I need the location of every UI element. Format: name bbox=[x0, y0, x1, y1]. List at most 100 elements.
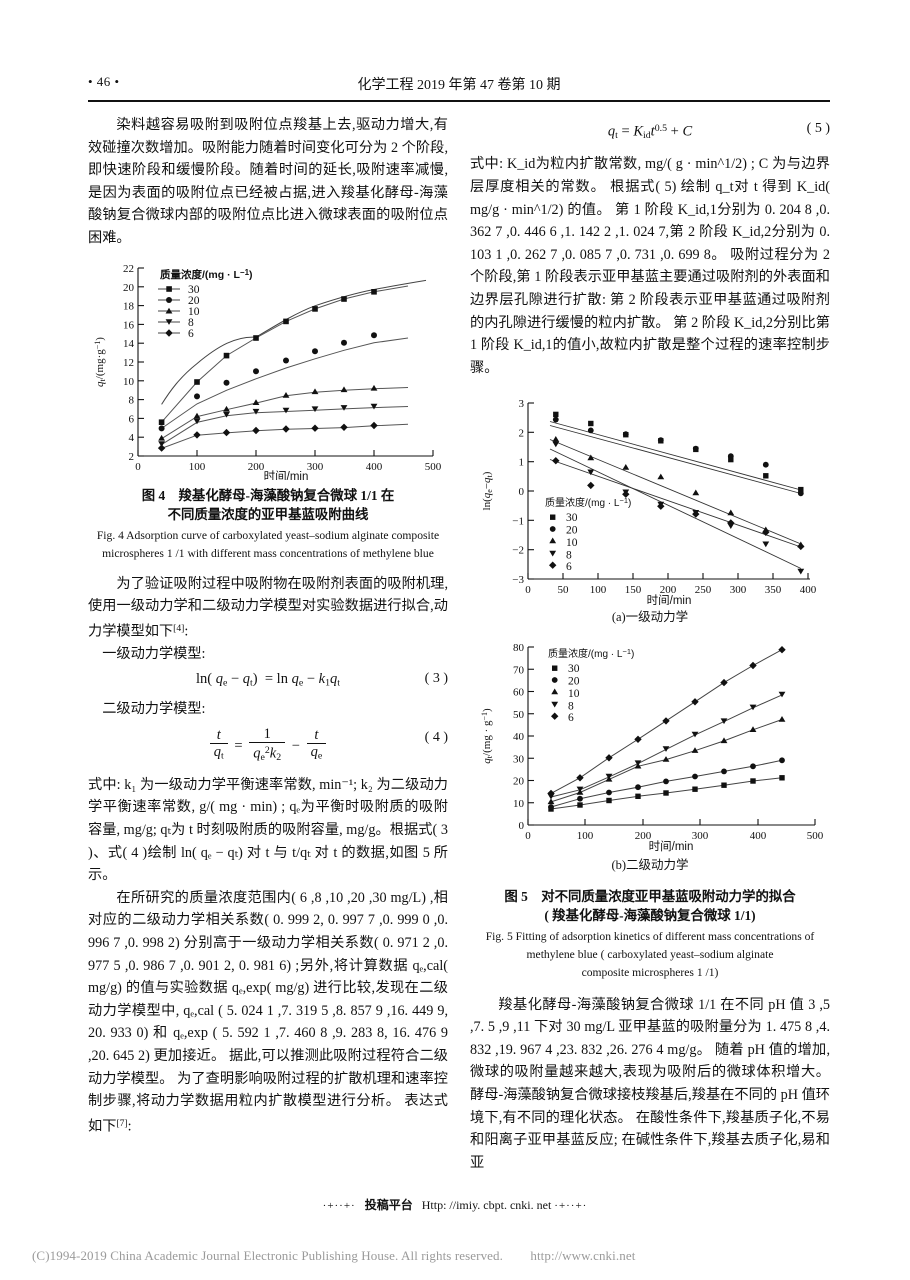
fig5-cap-line2: ( 羧基化酵母-海藻酸钠复合微球 1/1) bbox=[544, 907, 756, 923]
svg-text:10: 10 bbox=[188, 306, 200, 318]
svg-text:350: 350 bbox=[765, 584, 782, 596]
footer-submission-label: 投稿平台 bbox=[364, 1198, 413, 1212]
svg-text:100: 100 bbox=[189, 461, 206, 473]
svg-text:30: 30 bbox=[566, 512, 578, 524]
figure-4-chart: 0 100 200 300 400 500 2 4 6 8 10 12 bbox=[88, 258, 448, 480]
fig5b-markers-6 bbox=[547, 646, 786, 798]
svg-text:8: 8 bbox=[568, 701, 574, 713]
figure-5: 0 50 100 150 200 250 300 350 400 −3 −2 −… bbox=[470, 391, 830, 981]
svg-text:0: 0 bbox=[525, 830, 531, 842]
copyright-text: (C)1994-2019 China Academic Journal Elec… bbox=[32, 1248, 503, 1263]
svg-text:20: 20 bbox=[513, 776, 525, 788]
fig5b-markers-20 bbox=[548, 757, 785, 810]
left-para-1: 染料越容易吸附到吸附位点羧基上去,驱动力增大,有效碰撞次数增加。吸附能力随着时间… bbox=[88, 117, 448, 246]
svg-text:50: 50 bbox=[513, 709, 525, 721]
left-para-4-ref: [7] bbox=[116, 1117, 128, 1129]
svg-text:14: 14 bbox=[123, 338, 135, 350]
svg-text:20: 20 bbox=[123, 281, 135, 293]
fig5-capen-line3: composite microspheres 1 /1) bbox=[581, 965, 719, 979]
equation-4: t qt = 1 qe2k2 − t qe ( 4 ) bbox=[88, 726, 448, 766]
svg-text:0: 0 bbox=[519, 486, 525, 498]
svg-text:100: 100 bbox=[577, 830, 594, 842]
fig4-xlabel: 时间/min bbox=[264, 470, 309, 480]
header-rule bbox=[88, 100, 830, 102]
svg-text:80: 80 bbox=[513, 642, 525, 654]
svg-text:150: 150 bbox=[625, 584, 642, 596]
svg-text:16: 16 bbox=[123, 319, 135, 331]
fig5b-xlabel: 时间/min bbox=[649, 840, 694, 853]
svg-text:400: 400 bbox=[750, 830, 767, 842]
fig4-legend-title: 质量浓度/(mg · L−1) bbox=[160, 268, 253, 281]
svg-text:18: 18 bbox=[123, 300, 135, 312]
figure-4-caption-cn: 图 4 羧基化酵母-海藻酸钠复合微球 1/1 在 不同质量浓度的亚甲基蓝吸附曲线 bbox=[88, 486, 448, 524]
fig5b-legend-title: 质量浓度/(mg · L−1) bbox=[548, 647, 634, 660]
svg-text:−1: −1 bbox=[512, 516, 524, 528]
footer-url[interactable]: Http: //imiy. cbpt. cnki. net bbox=[421, 1198, 552, 1212]
svg-text:2: 2 bbox=[519, 428, 525, 440]
svg-text:−2: −2 bbox=[512, 545, 524, 557]
fig5a-xlabel: 时间/min bbox=[647, 594, 692, 605]
left-para-4-text: 在所研究的质量浓度范围内( 6 ,8 ,10 ,20 ,30 mg/L) ,相对… bbox=[88, 889, 448, 1135]
svg-text:20: 20 bbox=[566, 525, 578, 537]
fig4-legend: 质量浓度/(mg · L−1) bbox=[158, 268, 253, 340]
fig5a-fit-lines bbox=[549, 421, 802, 570]
svg-text:70: 70 bbox=[513, 664, 525, 676]
fig5a-markers-20 bbox=[552, 417, 804, 497]
footer-dots-right: ·+··+· bbox=[554, 1200, 588, 1212]
fig4-markers-6 bbox=[157, 421, 378, 452]
left-para-2-text: 为了验证吸附过程中吸附物在吸附剂表面的吸附机理,使用一级动力学和二级动力学模型对… bbox=[88, 575, 448, 640]
page-header: • 46 • 化学工程 2019 年第 47 卷第 10 期 bbox=[88, 74, 830, 100]
fig4-ylabel: qt/(mg·g−1) bbox=[93, 336, 107, 386]
equation-3-body: ln( qe − qt) = ln qe − k1qt bbox=[195, 671, 340, 689]
fig5-capen-line2: methylene blue ( carboxylated yeast–sodi… bbox=[526, 947, 774, 961]
fig5b-ylabel: qt/(mg · g−1) bbox=[480, 708, 494, 764]
label-first-order-model: 一级动力学模型: bbox=[102, 645, 206, 662]
svg-text:200: 200 bbox=[635, 830, 652, 842]
left-para-2-ref: [4] bbox=[173, 622, 185, 634]
fig5a-legend: 质量浓度/(mg · L−1) 30 20 10 8 6 bbox=[545, 496, 631, 573]
svg-text:3: 3 bbox=[519, 398, 525, 410]
fig4-svg: 0 100 200 300 400 500 2 4 6 8 10 12 bbox=[93, 263, 442, 480]
fig4-cap-line1: 图 4 羧基化酵母-海藻酸钠复合微球 1/1 在 bbox=[141, 487, 395, 503]
right-para-2: 羧基化酵母-海藻酸钠复合微球 1/1 在不同 pH 值 3 ,5 ,7. 5 ,… bbox=[470, 996, 830, 1171]
label-second-order-model: 二级动力学模型: bbox=[102, 701, 206, 718]
svg-text:30: 30 bbox=[188, 284, 200, 296]
svg-text:20: 20 bbox=[188, 295, 200, 307]
fig4-markers-30 bbox=[158, 288, 377, 425]
svg-text:250: 250 bbox=[695, 584, 712, 596]
fig4-markers-20 bbox=[158, 331, 377, 431]
svg-text:300: 300 bbox=[730, 584, 747, 596]
svg-text:8: 8 bbox=[129, 394, 135, 406]
svg-text:4: 4 bbox=[129, 432, 135, 444]
svg-text:0: 0 bbox=[135, 461, 141, 473]
svg-text:40: 40 bbox=[513, 731, 525, 743]
figure-4: 0 100 200 300 400 500 2 4 6 8 10 12 bbox=[88, 258, 448, 563]
svg-text:500: 500 bbox=[807, 830, 824, 842]
fig5-capen-line1: Fig. 5 Fitting of adsorption kinetics of… bbox=[485, 929, 815, 943]
right-para-1: 式中: K_id为粒内扩散常数, mg/( g · min^1/2) ; C 为… bbox=[470, 156, 830, 376]
copyright-url[interactable]: http://www.cnki.net bbox=[530, 1248, 636, 1263]
svg-text:10: 10 bbox=[513, 798, 525, 810]
svg-text:8: 8 bbox=[566, 550, 572, 562]
svg-text:6: 6 bbox=[566, 561, 572, 573]
right-column: qt = Kidt0.5 + C ( 5 ) 式中: K_id为粒内扩散常数, … bbox=[470, 114, 830, 1174]
equation-5-number: ( 5 ) bbox=[806, 121, 830, 136]
fig4-cap-line2: 不同质量浓度的亚甲基蓝吸附曲线 bbox=[167, 506, 369, 522]
svg-text:400: 400 bbox=[366, 461, 383, 473]
svg-text:−3: −3 bbox=[512, 574, 524, 586]
svg-text:6: 6 bbox=[568, 712, 574, 724]
figure-5b-chart: 0 100 200 300 400 500 0 10 20 30 40 50 bbox=[470, 637, 830, 877]
fig4-capen-line2: microspheres 1 /1 with different mass co… bbox=[102, 546, 434, 560]
fig5b-svg: 0 100 200 300 400 500 0 10 20 30 40 50 bbox=[480, 642, 824, 853]
svg-text:500: 500 bbox=[425, 461, 442, 473]
figure-5b-subcaption: (b)二级动力学 bbox=[611, 858, 689, 872]
equation-5-body: qt = Kidt0.5 + C bbox=[607, 123, 693, 141]
left-para-3: 式中: k₁ 为一级动力学平衡速率常数, min⁻¹; k₂ 为二级动力学平衡速… bbox=[88, 776, 448, 884]
svg-text:22: 22 bbox=[123, 263, 134, 275]
fig5b-lines bbox=[550, 649, 783, 810]
footer-dots-left: ·+··+· bbox=[322, 1200, 356, 1212]
svg-text:50: 50 bbox=[558, 584, 570, 596]
left-para-2-tail: : bbox=[184, 623, 189, 640]
fig4-capen-line1: Fig. 4 Adsorption curve of carboxylated … bbox=[96, 528, 440, 542]
figure-5-caption-cn: 图 5 对不同质量浓度亚甲基蓝吸附动力学的拟合 ( 羧基化酵母-海藻酸钠复合微球… bbox=[470, 887, 830, 925]
